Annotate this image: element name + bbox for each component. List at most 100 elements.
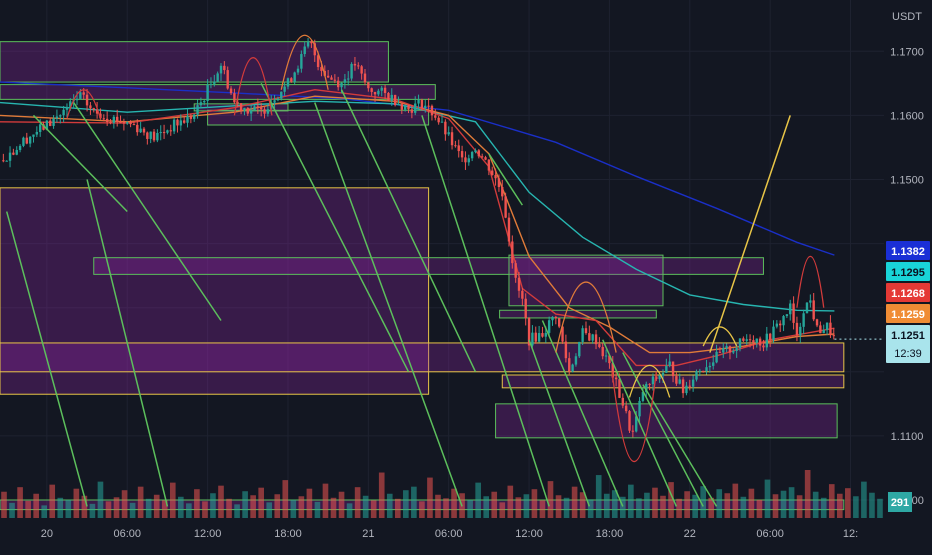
candle-body (745, 339, 748, 341)
candle-body (591, 334, 594, 341)
candle-body (802, 313, 805, 327)
candle-body (186, 116, 189, 123)
time-tick-label: 12:00 (515, 528, 543, 540)
candle-body (738, 338, 742, 349)
candle-body (651, 376, 655, 385)
volume-bar (467, 499, 473, 518)
volume-bar (1, 491, 7, 518)
candle-body (457, 145, 460, 152)
volume-bar (314, 501, 321, 518)
zone-box (0, 187, 430, 395)
candle-body (216, 73, 219, 82)
candle-body (403, 105, 407, 110)
candle-body (584, 328, 588, 334)
candle-body (484, 157, 487, 160)
candle-body (196, 105, 199, 115)
volume-bar (97, 481, 104, 518)
volume-bar (644, 492, 650, 518)
candle-body (122, 121, 126, 124)
candle-body (259, 107, 263, 110)
trend-line (32, 114, 128, 213)
candle-layer (2, 37, 835, 438)
time-tick-label: 12: (843, 528, 858, 540)
volume-bar (218, 485, 224, 518)
volume-bar (724, 493, 731, 518)
candle-body (688, 385, 691, 387)
candle-body (296, 68, 300, 73)
arc-curve (66, 89, 102, 119)
candle-body (671, 361, 675, 377)
candle-body (410, 109, 414, 113)
candle-body (601, 346, 604, 357)
volume-bar (620, 496, 626, 518)
candle-body (390, 94, 393, 101)
candle-body (189, 116, 193, 119)
candle-body (350, 63, 353, 79)
volume-bar (9, 502, 15, 518)
candle-body (440, 121, 444, 123)
candle-body (28, 136, 32, 144)
candle-body (437, 117, 440, 123)
candle-body (139, 128, 142, 133)
trend-line (73, 102, 222, 321)
candle-body (581, 328, 584, 342)
volume-bar (796, 495, 803, 518)
volume-bar (820, 497, 827, 518)
trend-line (5, 211, 88, 507)
candle-body (249, 110, 253, 114)
price-tick-label: 1.1500 (890, 174, 924, 186)
candle-body (383, 87, 387, 94)
candle-body (59, 115, 62, 117)
volume-bar (531, 489, 538, 518)
candle-body (112, 116, 116, 123)
candle-body (333, 79, 337, 81)
candle-body (715, 351, 718, 363)
price-label-ma_teal: 1.1295 (886, 262, 930, 281)
volume-bar (57, 497, 64, 518)
candle-body (511, 241, 514, 264)
volume-bar (595, 475, 602, 518)
price-label-background (886, 304, 930, 323)
candle-body (712, 362, 715, 366)
time-tick-label: 18:00 (274, 528, 302, 540)
candle-body (681, 379, 685, 394)
volume-bar (708, 497, 715, 518)
candle-body (507, 217, 511, 242)
volume-bar (861, 481, 867, 518)
volume-bar (113, 497, 120, 518)
trend-line (642, 384, 718, 507)
candle-body (805, 302, 809, 314)
candle-body (266, 109, 270, 114)
volume-bar (73, 488, 80, 518)
time-axis-background (0, 518, 932, 550)
arc-curve (796, 256, 825, 308)
volume-bar (443, 498, 449, 518)
volume-label-background (888, 492, 912, 512)
candle-body (417, 99, 420, 104)
time-axis[interactable]: 20 06:00 12:00 18:00 21 06:00 12:00 18:00 22 06:0… (41, 528, 858, 540)
candle-body (347, 78, 350, 80)
candle-body (293, 72, 296, 82)
candle-body (102, 118, 106, 120)
volume-bar (587, 499, 594, 518)
candle-body (316, 55, 320, 68)
candle-body (725, 346, 728, 349)
volume-bar (129, 502, 136, 518)
candle-body (306, 41, 310, 47)
candle-body (343, 79, 347, 83)
candle-body (166, 130, 169, 133)
candle-body (427, 105, 430, 107)
price-label-ma_orange: 1.1259 (886, 304, 930, 323)
candle-body (213, 81, 216, 84)
volume-bar (186, 503, 192, 518)
candle-body (564, 341, 568, 359)
volume-bar (611, 490, 618, 518)
candle-body (310, 41, 313, 44)
volume-bar (539, 500, 546, 518)
price-label-subtext: 12:39 (894, 348, 922, 360)
candle-body (18, 145, 22, 150)
volume-bar (628, 484, 634, 518)
